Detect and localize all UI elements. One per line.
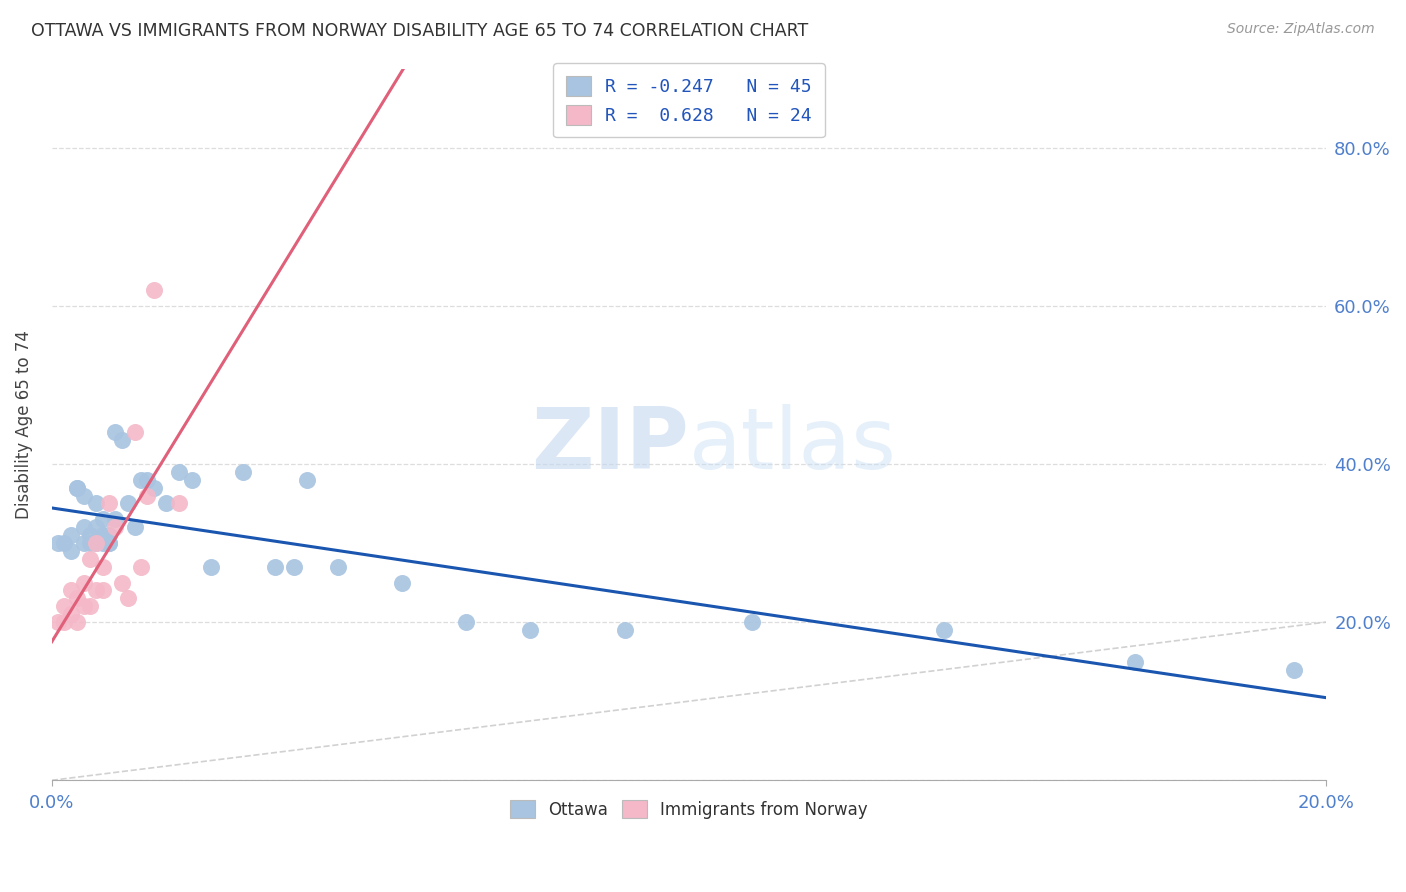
Point: [59, 607, 82, 622]
Point: [59, 544, 82, 558]
Point: [391, 575, 413, 590]
Point: [79, 536, 101, 550]
Point: [129, 473, 152, 487]
Point: [104, 425, 127, 440]
Point: [79, 552, 101, 566]
Point: [129, 559, 152, 574]
Point: [136, 473, 159, 487]
Point: [91, 583, 114, 598]
Point: [72, 599, 94, 614]
Point: [295, 473, 318, 487]
Point: [142, 283, 165, 297]
Point: [59, 528, 82, 542]
Point: [91, 559, 114, 574]
Point: [104, 520, 127, 534]
Point: [111, 434, 134, 448]
Point: [283, 559, 305, 574]
Point: [167, 496, 190, 510]
Point: [136, 489, 159, 503]
Point: [155, 496, 177, 510]
Point: [86, 520, 108, 534]
Point: [932, 623, 955, 637]
Text: OTTAWA VS IMMIGRANTS FROM NORWAY DISABILITY AGE 65 TO 74 CORRELATION CHART: OTTAWA VS IMMIGRANTS FROM NORWAY DISABIL…: [31, 22, 808, 40]
Point: [53, 536, 76, 550]
Point: [614, 623, 637, 637]
Point: [98, 536, 121, 550]
Point: [91, 536, 114, 550]
Point: [167, 465, 190, 479]
Point: [263, 559, 285, 574]
Point: [104, 512, 127, 526]
Point: [53, 599, 76, 614]
Point: [86, 536, 108, 550]
Point: [66, 591, 89, 606]
Point: [91, 528, 114, 542]
Point: [53, 615, 76, 629]
Point: [79, 528, 101, 542]
Point: [98, 528, 121, 542]
Point: [519, 623, 541, 637]
Point: [79, 599, 101, 614]
Point: [98, 496, 121, 510]
Point: [46, 536, 69, 550]
Point: [66, 615, 89, 629]
Point: [46, 615, 69, 629]
Point: [200, 559, 222, 574]
Point: [741, 615, 763, 629]
Text: Source: ZipAtlas.com: Source: ZipAtlas.com: [1227, 22, 1375, 37]
Point: [91, 512, 114, 526]
Point: [72, 536, 94, 550]
Point: [86, 536, 108, 550]
Point: [180, 473, 202, 487]
Point: [66, 481, 89, 495]
Point: [72, 575, 94, 590]
Point: [1282, 663, 1305, 677]
Point: [86, 583, 108, 598]
Point: [117, 591, 139, 606]
Point: [1123, 655, 1146, 669]
Point: [72, 520, 94, 534]
Point: [454, 615, 477, 629]
Y-axis label: Disability Age 65 to 74: Disability Age 65 to 74: [15, 330, 32, 519]
Point: [232, 465, 254, 479]
Point: [124, 520, 146, 534]
Point: [66, 481, 89, 495]
Text: ZIP: ZIP: [531, 404, 689, 487]
Point: [98, 536, 121, 550]
Point: [142, 481, 165, 495]
Point: [117, 496, 139, 510]
Point: [59, 583, 82, 598]
Point: [124, 425, 146, 440]
Point: [328, 559, 350, 574]
Point: [72, 489, 94, 503]
Text: atlas: atlas: [689, 404, 897, 487]
Point: [111, 575, 134, 590]
Legend: Ottawa, Immigrants from Norway: Ottawa, Immigrants from Norway: [503, 793, 875, 825]
Point: [86, 496, 108, 510]
